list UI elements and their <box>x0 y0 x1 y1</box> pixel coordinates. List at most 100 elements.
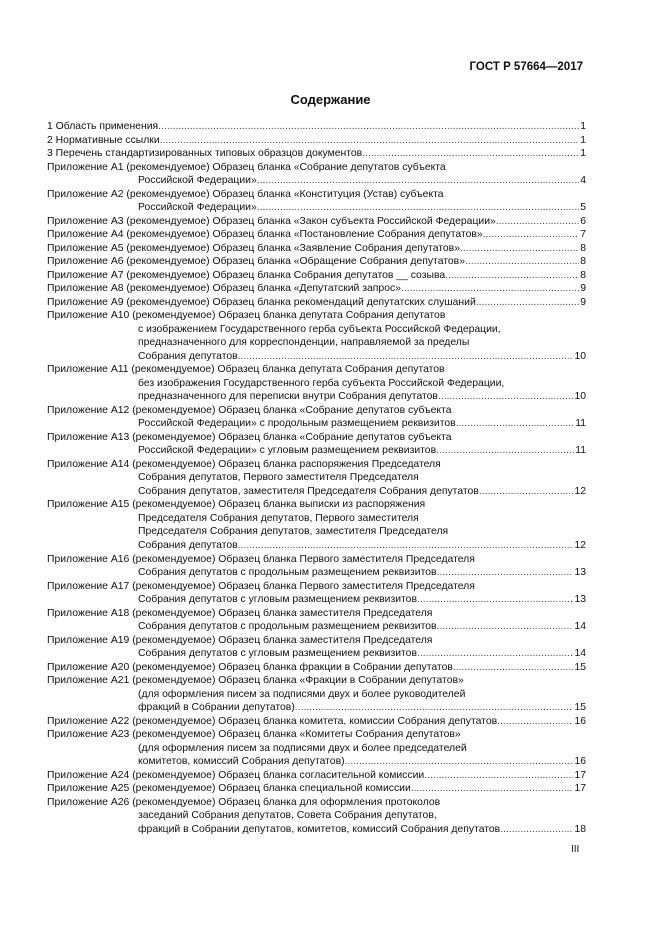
toc-entry-text: Приложение А26 (рекомендуемое) Образец б… <box>47 796 441 808</box>
toc-entry-text: 2 Нормативные ссылки <box>47 134 160 146</box>
toc-entry[interactable]: Приложение А13 (рекомендуемое) Образец б… <box>47 431 586 458</box>
toc-line: Председателя Собрания депутатов, замести… <box>47 525 586 539</box>
toc-entry-text: Собрания депутатов <box>138 350 238 362</box>
toc-page-number: 17 <box>574 769 586 781</box>
toc-line: 1 Область применения 1 <box>47 120 586 134</box>
toc-line: Приложение А26 (рекомендуемое) Образец б… <box>47 796 586 810</box>
toc-entry-text: (для оформления писем за подписями двух … <box>138 742 467 754</box>
toc-entry[interactable]: 2 Нормативные ссылки 1 <box>47 134 586 148</box>
toc-entry-text: Приложение А5 (рекомендуемое) Образец бл… <box>47 242 460 254</box>
toc-page-number: 5 <box>580 202 586 214</box>
toc-entry[interactable]: Приложение А11 (рекомендуемое) Образец б… <box>47 363 586 404</box>
toc-entry-text: Председателя Собрания депутатов, замести… <box>138 526 449 538</box>
toc-entry-text: с изображением Государственного герба су… <box>138 323 501 335</box>
toc-entry[interactable]: Приложение А9 (рекомендуемое) Образец бл… <box>47 296 586 310</box>
page-number: III <box>571 844 580 855</box>
dot-leader <box>436 444 574 458</box>
toc-line: 2 Нормативные ссылки 1 <box>47 134 586 148</box>
toc-entry[interactable]: Приложение А7 (рекомендуемое) Образец бл… <box>47 269 586 283</box>
toc-line: Собрания депутатов с угловым размещением… <box>47 593 586 607</box>
dot-leader <box>160 134 580 148</box>
toc-page-number: 9 <box>580 283 586 295</box>
toc-entry[interactable]: Приложение А5 (рекомендуемое) Образец бл… <box>47 242 586 256</box>
toc-entry-text: Приложение А15 (рекомендуемое) Образец б… <box>47 499 426 511</box>
toc-line: Приложение А23 (рекомендуемое) Образец б… <box>47 728 586 742</box>
toc-entry-text: Приложение А17 (рекомендуемое) Образец б… <box>47 580 475 592</box>
toc-page-number: 13 <box>574 567 586 579</box>
toc-entry[interactable]: Приложение А8 (рекомендуемое) Образец бл… <box>47 282 586 296</box>
toc-page-number: 11 <box>575 418 586 430</box>
toc-entry[interactable]: Приложение А3 (рекомендуемое) Образец бл… <box>47 215 586 229</box>
toc-entry[interactable]: Приложение А1 (рекомендуемое) Образец бл… <box>47 161 586 188</box>
toc-line: Российской Федерации» с продольным разме… <box>47 417 586 431</box>
toc-page-number: 8 <box>580 269 586 281</box>
page-title: Содержание <box>290 92 371 107</box>
dot-leader <box>424 769 573 783</box>
toc-entry-text: Российской Федерации» <box>138 202 257 214</box>
toc-entry[interactable]: Приложение А21 (рекомендуемое) Образец б… <box>47 674 586 715</box>
dot-leader <box>500 823 573 837</box>
toc-entry-text: (для оформления писем за подписями двух … <box>138 688 466 700</box>
toc-line: Приложение А7 (рекомендуемое) Образец бл… <box>47 269 586 283</box>
toc-entry-text: предназначенного для переписки внутри Со… <box>138 391 438 403</box>
toc-entry[interactable]: Приложение А14 (рекомендуемое) Образец б… <box>47 458 586 499</box>
toc-line: фракций в Собрании депутатов, комитетов,… <box>47 823 586 837</box>
toc-entry-text: Приложение А9 (рекомендуемое) Образец бл… <box>47 296 476 308</box>
toc-entry-text: Приложение А11 (рекомендуемое) Образец б… <box>47 364 445 376</box>
toc-page-number: 15 <box>574 702 586 714</box>
dot-leader <box>238 350 574 364</box>
toc-entry[interactable]: Приложение А16 (рекомендуемое) Образец б… <box>47 553 586 580</box>
dot-leader <box>238 539 574 553</box>
table-of-contents: 1 Область применения12 Нормативные ссылк… <box>47 120 586 836</box>
toc-page-number: 7 <box>580 229 586 241</box>
toc-entry-text: Приложение А2 (рекомендуемое) Образец бл… <box>47 188 444 200</box>
toc-entry[interactable]: Приложение А24 (рекомендуемое) Образец б… <box>47 769 586 783</box>
toc-entry[interactable]: Приложение А22 (рекомендуемое) Образец б… <box>47 715 586 729</box>
toc-line: без изображения Государственного герба с… <box>47 377 586 391</box>
toc-entry[interactable]: 1 Область применения 1 <box>47 120 586 134</box>
toc-line: Российской Федерации» с угловым размещен… <box>47 444 586 458</box>
toc-line: с изображением Государственного герба су… <box>47 323 586 337</box>
dot-leader <box>158 120 579 134</box>
dot-leader <box>438 390 574 404</box>
toc-line: Приложение А20 (рекомендуемое) Образец б… <box>47 661 586 675</box>
toc-line: Приложение А12 (рекомендуемое) Образец б… <box>47 404 586 418</box>
toc-entry-text: заседаний Собрания депутатов, Совета Соб… <box>138 810 437 822</box>
toc-entry[interactable]: Приложение А17 (рекомендуемое) Образец б… <box>47 580 586 607</box>
toc-entry[interactable]: Приложение А26 (рекомендуемое) Образец б… <box>47 796 586 837</box>
toc-entry[interactable]: Приложение А12 (рекомендуемое) Образец б… <box>47 404 586 431</box>
dot-leader <box>497 715 573 729</box>
toc-entry[interactable]: Приложение А23 (рекомендуемое) Образец б… <box>47 728 586 769</box>
dot-leader <box>257 201 579 215</box>
toc-line: Приложение А9 (рекомендуемое) Образец бл… <box>47 296 586 310</box>
toc-entry[interactable]: Приложение А18 (рекомендуемое) Образец б… <box>47 607 586 634</box>
toc-entry[interactable]: Приложение А15 (рекомендуемое) Образец б… <box>47 498 586 552</box>
toc-line: Приложение А11 (рекомендуемое) Образец б… <box>47 363 586 377</box>
toc-entry[interactable]: Приложение А19 (рекомендуемое) Образец б… <box>47 634 586 661</box>
toc-entry[interactable]: Приложение А10 (рекомендуемое) Образец б… <box>47 309 586 363</box>
dot-leader <box>476 296 579 310</box>
toc-entry-text: Собрания депутатов, заместителя Председа… <box>138 485 479 497</box>
toc-entry-text: Российской Федерации» с угловым размещен… <box>138 445 437 457</box>
toc-entry-text: Собрания депутатов с угловым размещением… <box>138 648 417 660</box>
toc-page-number: 10 <box>574 391 586 403</box>
toc-entry[interactable]: Приложение А25 (рекомендуемое) Образец б… <box>47 782 586 796</box>
toc-line: Председателя Собрания депутатов, Первого… <box>47 512 586 526</box>
toc-entry[interactable]: Приложение А6 (рекомендуемое) Образец бл… <box>47 255 586 269</box>
toc-entry-text: Приложение А23 (рекомендуемое) Образец б… <box>47 729 461 741</box>
toc-line: Приложение А13 (рекомендуемое) Образец б… <box>47 431 586 445</box>
dot-leader <box>437 620 574 634</box>
toc-line: Приложение А15 (рекомендуемое) Образец б… <box>47 498 586 512</box>
toc-entry[interactable]: Приложение А2 (рекомендуемое) Образец бл… <box>47 188 586 215</box>
toc-entry-text: комитетов, комиссий Собрания депутатов) <box>138 756 345 768</box>
toc-entry-text: Приложение А20 (рекомендуемое) Образец б… <box>47 661 453 673</box>
toc-entry-text: Приложение А22 (рекомендуемое) Образец б… <box>47 715 498 727</box>
toc-entry-text: Председателя Собрания депутатов, Первого… <box>138 512 419 524</box>
toc-entry[interactable]: Приложение А4 (рекомендуемое) Образец бл… <box>47 228 586 242</box>
toc-entry[interactable]: 3 Перечень стандартизированных типовых о… <box>47 147 586 161</box>
toc-entry-text: Собрания депутатов, Первого заместителя … <box>138 472 419 484</box>
toc-entry[interactable]: Приложение А20 (рекомендуемое) Образец б… <box>47 661 586 675</box>
toc-line: 3 Перечень стандартизированных типовых о… <box>47 147 586 161</box>
toc-entry-text: Приложение А24 (рекомендуемое) Образец б… <box>47 769 425 781</box>
toc-page-number: 18 <box>574 823 586 835</box>
